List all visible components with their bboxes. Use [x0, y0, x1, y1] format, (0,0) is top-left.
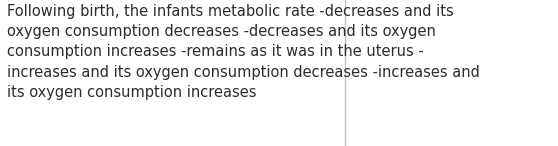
Text: Following birth, the infants metabolic rate -decreases and its
oxygen consumptio: Following birth, the infants metabolic r…: [7, 4, 480, 100]
